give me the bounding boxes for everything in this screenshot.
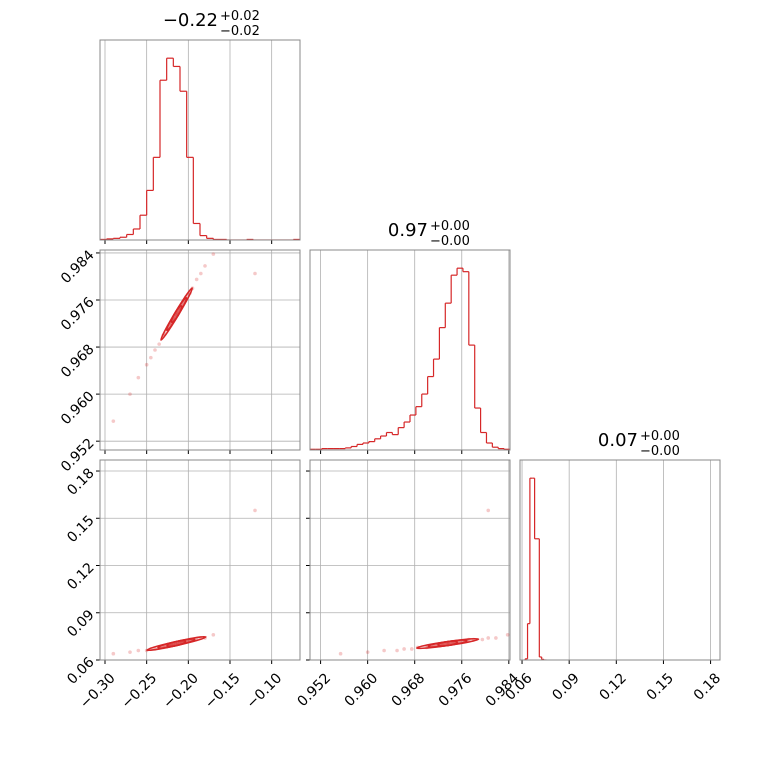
sample-point bbox=[395, 648, 399, 653]
sample-point bbox=[128, 392, 132, 396]
sample-point bbox=[365, 650, 370, 654]
y-tick-label: 0.12 bbox=[64, 560, 97, 593]
panel-frame bbox=[99, 249, 301, 451]
title-value: 0.97 bbox=[388, 220, 428, 241]
x-tick-label: −0.15 bbox=[202, 670, 244, 712]
sample-point bbox=[194, 277, 199, 282]
panel-title: 0.07 bbox=[598, 430, 638, 451]
sample-point bbox=[157, 342, 161, 346]
density-contour bbox=[170, 305, 183, 323]
sample-point bbox=[486, 636, 491, 640]
sample-point bbox=[409, 647, 414, 651]
panel-frame bbox=[99, 459, 301, 661]
sample-point bbox=[382, 648, 386, 653]
y-tick-label: 0.968 bbox=[58, 341, 98, 381]
y-tick-label: 0.952 bbox=[58, 436, 98, 476]
y-tick-label: 0.09 bbox=[64, 607, 97, 640]
title-upper: +0.00 bbox=[430, 219, 470, 234]
y-tick-label: 0.984 bbox=[58, 247, 98, 287]
sample-point bbox=[486, 508, 491, 513]
plot-area bbox=[338, 508, 510, 656]
plot-area bbox=[310, 267, 510, 450]
x-tick-label: 0.960 bbox=[342, 670, 382, 710]
x-tick-label: 0.12 bbox=[597, 670, 630, 703]
plot-area bbox=[100, 57, 300, 240]
panel-title: 0.97 bbox=[388, 220, 428, 241]
y-tick-label: 0.960 bbox=[58, 388, 98, 428]
sample-point bbox=[199, 271, 203, 276]
sample-point bbox=[128, 650, 132, 654]
title-lower: −0.02 bbox=[220, 24, 260, 39]
y-tick-label: 0.15 bbox=[64, 513, 97, 546]
panel-frame bbox=[309, 249, 511, 451]
panel: 0.97 +0.00−0.00 bbox=[309, 219, 511, 454]
density-contour bbox=[437, 640, 459, 647]
sample-point bbox=[211, 252, 216, 256]
plot-area bbox=[524, 477, 547, 660]
panel: −0.30 −0.25 −0.20 −0.15 −0.100.060.090.120.1… bbox=[64, 459, 301, 712]
sample-point bbox=[253, 508, 257, 513]
title-value: −0.22 bbox=[163, 10, 218, 31]
sample-point bbox=[136, 375, 141, 380]
sample-point bbox=[494, 636, 498, 640]
panel: −0.22 +0.02−0.02 bbox=[99, 9, 301, 244]
y-tick-label: 0.976 bbox=[58, 294, 98, 334]
x-tick-label: −0.20 bbox=[160, 670, 202, 712]
sample-point bbox=[505, 633, 510, 637]
density-contour bbox=[166, 639, 187, 648]
sample-point bbox=[144, 362, 149, 367]
x-tick-label: −0.25 bbox=[119, 670, 161, 712]
plot-area bbox=[111, 252, 257, 423]
y-tick-label: 0.06 bbox=[64, 654, 97, 687]
panel: 0.952 0.960 0.968 0.976 0.984 bbox=[58, 247, 301, 476]
x-tick-label: −0.10 bbox=[244, 670, 286, 712]
panel-frame bbox=[99, 39, 301, 241]
x-tick-label: 0.18 bbox=[691, 670, 724, 703]
panel: 0.06 0.09 0.12 0.15 0.180.07 +0.00−0.00 bbox=[502, 429, 724, 704]
sample-point bbox=[203, 264, 207, 268]
sample-point bbox=[402, 647, 406, 651]
panel-frame bbox=[519, 459, 721, 661]
sample-point bbox=[111, 651, 116, 656]
sample-point bbox=[111, 419, 116, 423]
sample-point bbox=[211, 633, 216, 637]
sample-point bbox=[338, 651, 343, 656]
x-tick-label: 0.968 bbox=[389, 670, 429, 710]
x-tick-label: 0.09 bbox=[549, 670, 582, 703]
title-upper: +0.02 bbox=[220, 9, 260, 24]
panel-title: −0.22 bbox=[163, 10, 218, 31]
x-tick-label: 0.15 bbox=[644, 670, 677, 703]
sample-point bbox=[253, 271, 257, 276]
title-value: 0.07 bbox=[598, 430, 638, 451]
sample-point bbox=[149, 355, 153, 360]
x-tick-label: 0.976 bbox=[436, 670, 476, 710]
plot-area bbox=[111, 508, 257, 656]
panel-frame bbox=[309, 459, 511, 661]
sample-point bbox=[480, 637, 485, 642]
title-upper: +0.00 bbox=[640, 429, 680, 444]
sample-point bbox=[136, 648, 141, 653]
x-tick-label: 0.952 bbox=[295, 670, 335, 710]
sample-point bbox=[153, 348, 157, 352]
title-lower: −0.00 bbox=[640, 444, 680, 459]
title-lower: −0.00 bbox=[430, 234, 470, 249]
